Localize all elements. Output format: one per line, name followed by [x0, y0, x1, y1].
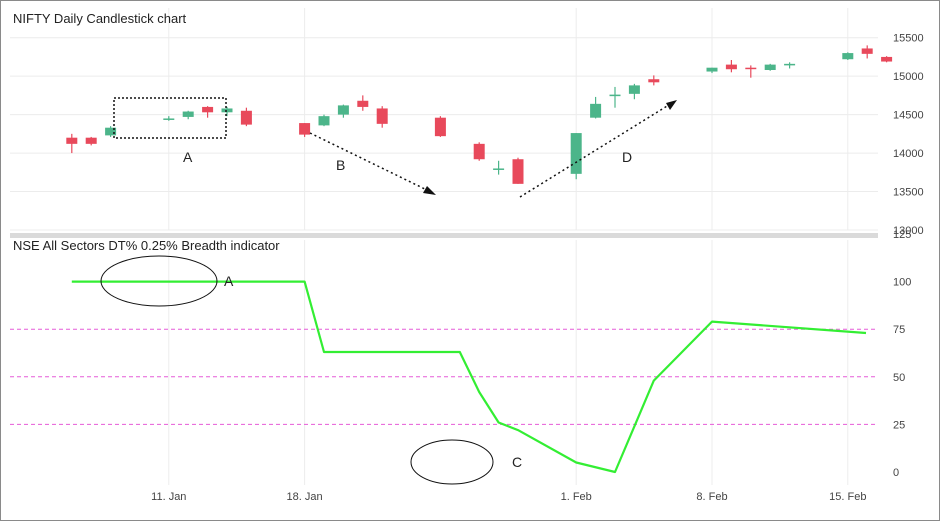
candles [66, 45, 893, 184]
breadth-title: NSE All Sectors DT% 0.25% Breadth indica… [13, 238, 280, 253]
candle-body [628, 85, 640, 94]
annotation-box-a [113, 97, 227, 139]
annotation-label-b: B [336, 157, 345, 173]
x-tick-label: 15. Feb [829, 491, 866, 503]
y-tick-label-top: 15500 [893, 33, 924, 45]
candle-body [202, 106, 214, 113]
candle-body [842, 53, 854, 60]
candle-body [182, 111, 194, 117]
candle-body [570, 133, 582, 174]
candle-body [784, 63, 796, 66]
candle-body [85, 137, 97, 144]
y-tick-label-bottom: 100 [893, 277, 911, 289]
candle-body [376, 108, 388, 124]
y-tick-label-top: 13500 [893, 187, 924, 199]
y-tick-label-bottom: 125 [893, 229, 911, 241]
candle-body [881, 56, 893, 62]
breadth-gridlines [168, 240, 849, 485]
candle-body [512, 159, 524, 184]
x-tick-label: 8. Feb [696, 491, 727, 503]
y-tick-label-bottom: 25 [893, 419, 905, 431]
breadth-y-axis: 0 25 50 75 100 125 [893, 229, 911, 479]
candle-body [240, 110, 252, 125]
panel-separator [10, 233, 878, 238]
arrowhead-d [666, 100, 677, 110]
breadth-series [71, 280, 867, 474]
candle-body [648, 79, 660, 83]
x-tick-label: 11. Jan [151, 491, 186, 503]
y-tick-label-top: 15000 [893, 71, 924, 83]
candle-body [221, 108, 233, 113]
y-tick-label-top: 14500 [893, 110, 924, 122]
candle-body [299, 123, 311, 135]
y-tick-label-top: 13000 [893, 225, 924, 237]
annotation-label-d: D [622, 149, 632, 165]
candle-body [105, 127, 117, 136]
candle-body [764, 64, 776, 70]
candlestick-panel: NIFTY Daily Candlestick chart 13000 13500… [10, 8, 924, 237]
breadth-panel: NSE All Sectors DT% 0.25% Breadth indica… [10, 229, 911, 503]
annotation-label-a-top: A [183, 149, 193, 165]
annotation-label-c: C [512, 454, 522, 470]
y-tick-label-top: 14000 [893, 148, 924, 160]
candle-body [725, 64, 737, 70]
arrowhead-b [423, 186, 436, 195]
x-tick-label: 18. Jan [287, 491, 323, 503]
candlestick-y-axis: 13000 13500 14000 14500 15000 15500 [893, 33, 924, 237]
candle-body [609, 94, 621, 97]
candle-body [66, 137, 78, 144]
candle-body [745, 67, 757, 70]
candle-body [706, 67, 718, 72]
candlestick-gridlines [10, 8, 878, 231]
annotation-ellipse-a [100, 255, 218, 307]
candle-body [493, 168, 505, 170]
candle-body [318, 116, 330, 126]
breadth-line [71, 280, 867, 474]
y-tick-label-bottom: 0 [893, 467, 899, 479]
breadth-reference-lines [10, 328, 878, 425]
annotation-ellipse-c [410, 439, 494, 485]
y-tick-label-bottom: 75 [893, 324, 905, 336]
x-axis: 11. Jan 18. Jan 1. Feb 8. Feb 15. Feb [151, 491, 866, 503]
x-tick-label: 1. Feb [561, 491, 592, 503]
candle-body [434, 117, 446, 137]
candle-body [861, 48, 873, 54]
candle-body [473, 143, 485, 160]
candlestick-title: NIFTY Daily Candlestick chart [13, 11, 187, 26]
annotation-arrow-b [309, 132, 432, 193]
candle-body [357, 100, 369, 107]
y-tick-label-bottom: 50 [893, 372, 905, 384]
annotations: A B D A C [100, 97, 677, 485]
candle-body [163, 118, 175, 120]
candle-body [337, 105, 349, 115]
annotation-label-a-bottom: A [224, 273, 234, 289]
candle-body [590, 103, 602, 118]
